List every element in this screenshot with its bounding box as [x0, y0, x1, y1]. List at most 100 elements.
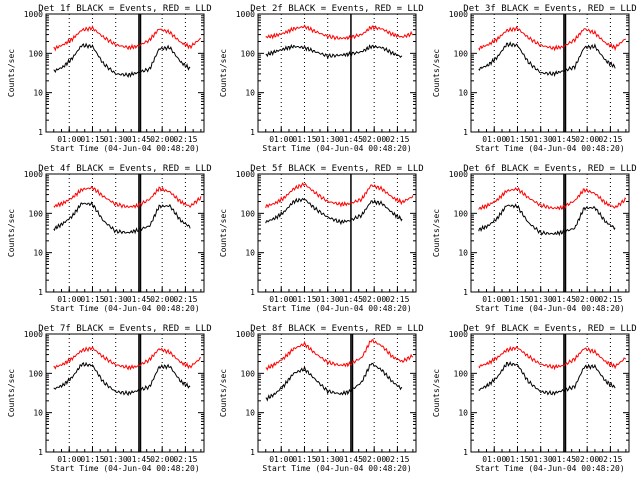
x-tick-label: 01:30 — [529, 455, 553, 464]
x-tick-label: 01:15 — [80, 135, 104, 144]
y-axis-label: Counts/sec — [7, 209, 16, 257]
x-tick-label: 01:45 — [552, 455, 576, 464]
lld-series-line — [265, 339, 414, 371]
x-tick-label: 02:00 — [362, 135, 386, 144]
y-axis-label: Counts/sec — [7, 49, 16, 97]
y-axis-label: Counts/sec — [7, 369, 16, 417]
plot-frame — [470, 333, 630, 453]
y-axis-label: Counts/sec — [432, 369, 441, 417]
y-tick-label: 10 — [33, 89, 43, 98]
x-tick-label: 01:00 — [482, 135, 506, 144]
x-tick-label: 01:15 — [292, 455, 316, 464]
y-tick-label: 1000 — [449, 330, 468, 339]
x-tick-label: 01:45 — [339, 135, 363, 144]
panel-title: Det 7f BLACK = Events, RED = LLD — [38, 324, 211, 334]
lld-series-line — [478, 25, 627, 52]
y-tick-label: 10 — [458, 409, 468, 418]
plot-frame — [45, 333, 205, 453]
x-tick-label: 01:45 — [552, 135, 576, 144]
panel-title: Det 3f BLACK = Events, RED = LLD — [463, 4, 636, 14]
x-tick-label: 02:00 — [150, 295, 174, 304]
x-axis-label: Start Time (04-Jun-04 00:48:20) — [262, 144, 411, 153]
x-tick-label: 01:15 — [505, 135, 529, 144]
y-axis-label: Counts/sec — [219, 49, 228, 97]
x-tick-label: 01:45 — [552, 295, 576, 304]
y-axis-label: Counts/sec — [432, 209, 441, 257]
y-tick-label: 100 — [29, 209, 44, 218]
y-tick-label: 1000 — [24, 170, 43, 179]
panel-title: Det 4f BLACK = Events, RED = LLD — [38, 164, 211, 174]
y-tick-label: 10 — [458, 249, 468, 258]
y-tick-label: 1 — [250, 128, 255, 137]
y-tick-label: 1000 — [449, 10, 468, 19]
y-tick-label: 100 — [241, 209, 256, 218]
x-tick-label: 01:45 — [339, 455, 363, 464]
x-tick-label: 01:30 — [104, 295, 128, 304]
x-tick-label: 01:00 — [482, 295, 506, 304]
events-series-line — [265, 362, 403, 402]
x-tick-label: 02:00 — [575, 135, 599, 144]
y-tick-label: 100 — [29, 369, 44, 378]
panel-title: Det 8f BLACK = Events, RED = LLD — [250, 324, 423, 334]
x-tick-label: 02:15 — [385, 295, 409, 304]
x-tick-label: 01:30 — [104, 455, 128, 464]
y-tick-label: 10 — [33, 249, 43, 258]
x-tick-label: 02:00 — [150, 455, 174, 464]
panel-5: Det 5f BLACK = Events, RED = LLD 1 10 100 10… — [219, 164, 424, 313]
x-axis-label: Start Time (04-Jun-04 00:48:20) — [475, 464, 624, 473]
panel-4: Det 4f BLACK = Events, RED = LLD 1 10 100 10… — [7, 164, 212, 313]
panel-9: Det 9f BLACK = Events, RED = LLD 1 10 100 10… — [432, 324, 637, 473]
y-tick-label: 1 — [38, 448, 43, 457]
x-tick-label: 01:15 — [80, 455, 104, 464]
lld-series-line — [53, 24, 202, 52]
x-tick-label: 01:30 — [316, 135, 340, 144]
events-series-line — [53, 201, 191, 235]
x-tick-label: 01:00 — [57, 455, 81, 464]
panel-title: Det 1f BLACK = Events, RED = LLD — [38, 4, 211, 14]
x-axis-label: Start Time (04-Jun-04 00:48:20) — [475, 144, 624, 153]
y-axis-label: Counts/sec — [432, 49, 441, 97]
panel-6: Det 6f BLACK = Events, RED = LLD 1 10 100 10… — [432, 164, 637, 313]
lld-series-line — [53, 345, 201, 371]
x-tick-label: 02:00 — [362, 295, 386, 304]
events-series-line — [53, 42, 191, 79]
y-tick-label: 1 — [250, 448, 255, 457]
events-series-line — [265, 197, 403, 226]
y-tick-label: 100 — [241, 49, 256, 58]
x-tick-label: 02:00 — [150, 135, 174, 144]
y-tick-label: 10 — [458, 89, 468, 98]
x-axis-label: Start Time (04-Jun-04 00:48:20) — [50, 144, 199, 153]
events-series-line — [478, 203, 616, 237]
y-axis-label: Counts/sec — [219, 209, 228, 257]
x-tick-label: 02:15 — [598, 295, 622, 304]
y-tick-label: 1000 — [236, 10, 255, 19]
x-tick-label: 01:30 — [316, 295, 340, 304]
panel-title: Det 6f BLACK = Events, RED = LLD — [463, 164, 636, 174]
x-tick-label: 01:00 — [269, 295, 293, 304]
panel-7: Det 7f BLACK = Events, RED = LLD 1 10 100 10… — [7, 324, 212, 473]
x-tick-label: 01:45 — [127, 295, 151, 304]
x-tick-label: 02:15 — [173, 135, 197, 144]
events-series-line — [478, 41, 616, 78]
x-tick-label: 01:45 — [127, 455, 151, 464]
y-tick-label: 10 — [245, 249, 255, 258]
x-tick-label: 02:15 — [173, 455, 197, 464]
lld-series-line — [478, 345, 627, 371]
y-tick-label: 1 — [38, 128, 43, 137]
x-tick-label: 01:45 — [339, 295, 363, 304]
lld-series-line — [265, 24, 414, 41]
x-tick-label: 01:00 — [57, 295, 81, 304]
x-tick-label: 02:15 — [385, 455, 409, 464]
x-axis-label: Start Time (04-Jun-04 00:48:20) — [262, 304, 411, 313]
plot-frame — [45, 13, 205, 133]
panel-title: Det 5f BLACK = Events, RED = LLD — [250, 164, 423, 174]
plot-frame — [257, 333, 417, 453]
panel-3: Det 3f BLACK = Events, RED = LLD 1 10 100 10… — [432, 4, 637, 153]
x-axis-label: Start Time (04-Jun-04 00:48:20) — [50, 304, 199, 313]
lld-series-line — [265, 182, 414, 209]
x-axis-label: Start Time (04-Jun-04 00:48:20) — [50, 464, 199, 473]
plot-frame — [470, 13, 630, 133]
panel-8: Det 8f BLACK = Events, RED = LLD 1 10 100 10… — [219, 324, 424, 473]
x-tick-label: 02:00 — [362, 455, 386, 464]
